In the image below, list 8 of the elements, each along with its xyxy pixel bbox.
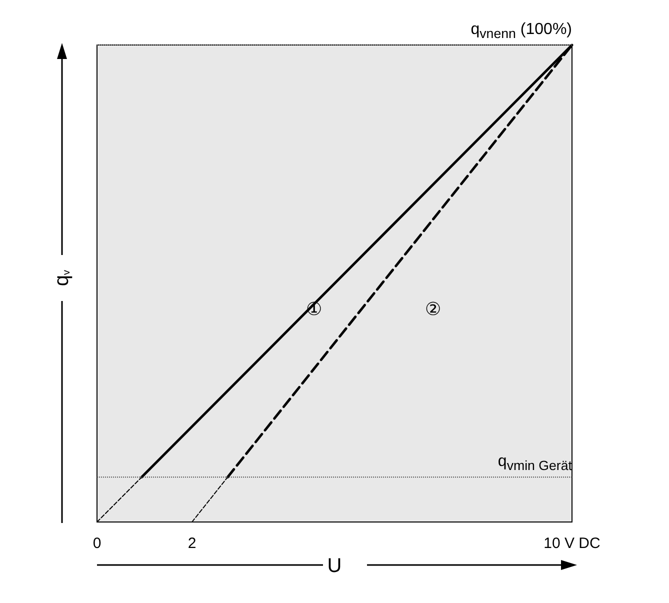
x-tick-label: 0 xyxy=(92,535,102,552)
x-tick-label: 10 V DC xyxy=(544,535,601,552)
x-tick-label: 2 xyxy=(188,535,196,552)
ref-line-label: q$_{vmin Gerät}$ xyxy=(498,452,572,476)
x-axis-title: U xyxy=(327,554,342,577)
y-axis-title: qv xyxy=(51,270,73,286)
ref-line-label: q$_{vnenn}$ (100%) xyxy=(470,20,572,43)
text: ② xyxy=(425,298,442,319)
